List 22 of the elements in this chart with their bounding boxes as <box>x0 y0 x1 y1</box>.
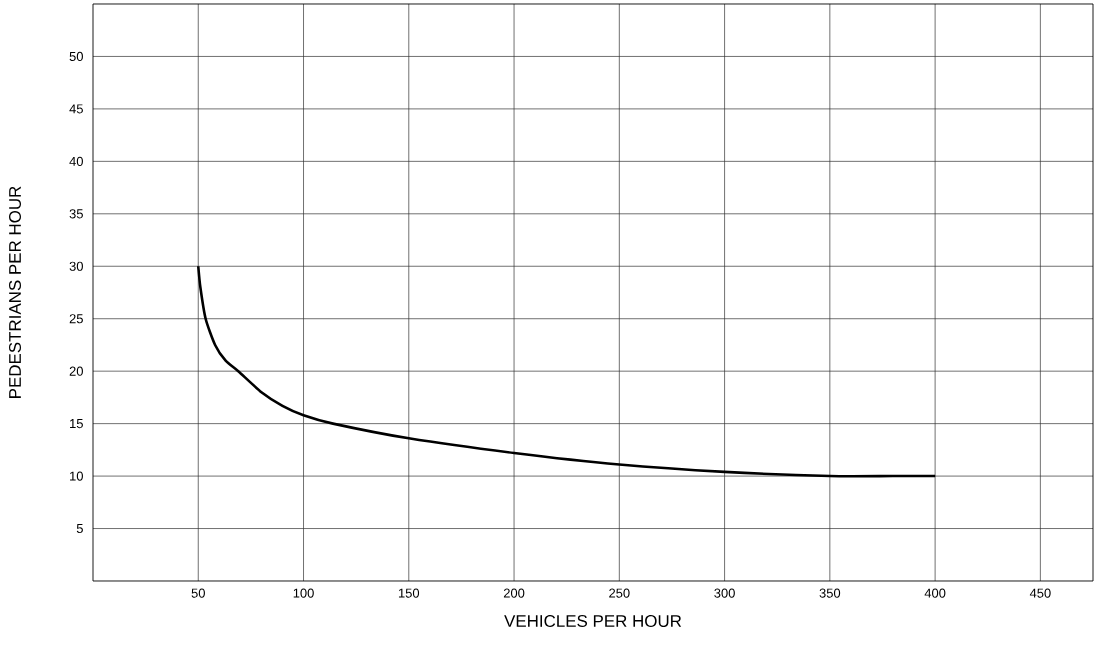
x-tick-label: 450 <box>1029 588 1051 598</box>
line-series <box>196 264 937 478</box>
y-tick-label: 35 <box>69 209 83 219</box>
y-tick-label: 30 <box>69 261 83 271</box>
x-tick-label: 300 <box>714 588 735 598</box>
y-tick-label: 10 <box>70 471 83 481</box>
x-tick-label: 400 <box>924 588 946 598</box>
y-tick-label: 20 <box>69 366 83 376</box>
x-tick-label: 50 <box>191 588 205 598</box>
y-tick-label: 5 <box>76 524 83 534</box>
x-tick-label: 250 <box>609 588 630 598</box>
y-tick-label: 15 <box>70 419 83 429</box>
x-tick-label: 150 <box>398 588 420 598</box>
x-tick-label: 100 <box>293 588 314 598</box>
x-tick-label: 350 <box>819 588 841 598</box>
x-axis-title: VEHICLES PER HOUR <box>504 614 682 627</box>
y-axis-title: PEDESTRIANS PER HOUR <box>9 186 21 398</box>
y-tick-label: 45 <box>69 104 83 114</box>
y-tick-label: 50 <box>69 51 83 62</box>
x-tick-label: 200 <box>503 588 525 598</box>
y-tick-label: 40 <box>69 156 83 166</box>
y-tick-label: 25 <box>69 314 83 324</box>
